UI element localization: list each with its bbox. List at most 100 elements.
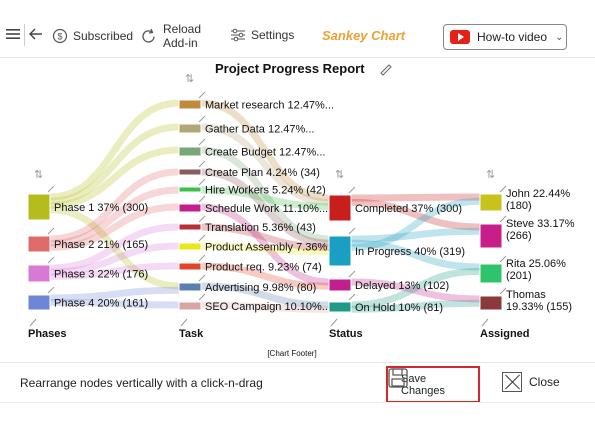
reload-addin-button[interactable]: Reload Add-in (140, 22, 201, 50)
stage-grip-icon[interactable] (29, 318, 37, 327)
node-label: Thomas (506, 289, 546, 301)
node-label: Create Plan 4.24% (34) (205, 167, 320, 179)
sliders-icon (231, 28, 245, 42)
edit-title-icon[interactable] (380, 64, 392, 76)
sankey-flow (49, 242, 180, 276)
sankey-flow (49, 223, 180, 272)
node-label: Market research 12.47%... (205, 100, 334, 112)
sankey-node[interactable] (328, 194, 352, 222)
brand-title: Sankey Chart (322, 28, 406, 43)
resize-grip-icon[interactable] (47, 286, 55, 294)
sankey-node[interactable] (178, 123, 202, 134)
sort-updown-icon[interactable]: ⇅ (335, 168, 344, 181)
howto-video-button[interactable]: How-to video ⌄ (443, 24, 567, 50)
resize-grip-icon[interactable] (198, 115, 206, 123)
sankey-flow (200, 203, 330, 286)
sankey-flow (49, 146, 180, 209)
sankey-node[interactable] (178, 203, 202, 213)
node-label: Hire Workers 5.24% (42) (205, 185, 326, 197)
sankey-node[interactable] (328, 301, 352, 313)
sankey-node[interactable] (479, 223, 503, 249)
stage-grip-icon[interactable] (481, 318, 489, 327)
stage-label: Assigned (480, 328, 530, 340)
sankey-flow (350, 278, 481, 303)
sankey-node[interactable] (328, 278, 352, 292)
resize-grip-icon[interactable] (198, 91, 206, 99)
node-label: Translation 5.36% (43) (205, 222, 316, 234)
node-label: In Progress 40% (319) (355, 246, 465, 258)
sort-updown-icon[interactable]: ⇅ (34, 168, 43, 181)
resize-grip-icon[interactable] (348, 227, 356, 235)
sankey-flow (200, 99, 330, 202)
sankey-node[interactable] (178, 282, 202, 292)
youtube-icon (450, 30, 470, 44)
settings-button[interactable]: Settings (230, 28, 294, 42)
sankey-flow (49, 123, 180, 205)
resize-grip-icon[interactable] (47, 256, 55, 264)
sankey-node[interactable] (178, 223, 202, 231)
resize-grip-icon[interactable] (47, 227, 55, 235)
sankey-node[interactable] (27, 235, 51, 253)
save-label-line2: Changes (401, 384, 446, 397)
node-label: Phase 1 37% (300) (54, 202, 148, 214)
sankey-node[interactable] (178, 146, 202, 157)
resize-grip-icon[interactable] (499, 255, 507, 263)
node-label: Gather Data 12.47%... (205, 124, 314, 136)
sankey-node[interactable] (178, 301, 202, 311)
sankey-node[interactable] (479, 295, 503, 311)
resize-grip-icon[interactable] (198, 178, 206, 186)
node-label: Phase 3 22% (176) (54, 269, 148, 281)
sankey-flow (200, 186, 330, 210)
stage-grip-icon[interactable] (330, 318, 338, 327)
resize-grip-icon[interactable] (198, 195, 206, 203)
subscribed-label: Subscribed (73, 29, 134, 43)
resize-grip-icon[interactable] (198, 160, 206, 168)
resize-grip-icon[interactable] (198, 293, 206, 301)
sankey-node[interactable] (178, 168, 202, 176)
sankey-flow (49, 262, 180, 280)
sankey-node[interactable] (178, 242, 202, 251)
stage-grip-icon[interactable] (180, 318, 188, 327)
resize-grip-icon[interactable] (198, 138, 206, 146)
sankey-node[interactable] (178, 262, 202, 271)
resize-grip-icon[interactable] (198, 215, 206, 223)
sankey-node[interactable] (178, 186, 202, 193)
resize-grip-icon[interactable] (348, 186, 356, 194)
sankey-node[interactable] (479, 193, 503, 212)
node-label: (201) (506, 270, 532, 282)
sankey-node[interactable] (27, 264, 51, 283)
sankey-flow (49, 206, 180, 290)
resize-grip-icon[interactable] (198, 274, 206, 282)
resize-grip-icon[interactable] (348, 293, 356, 301)
sort-updown-icon[interactable]: ⇅ (486, 168, 495, 181)
sankey-node[interactable] (27, 193, 51, 221)
rearrange-hint: Rearrange nodes vertically with a click-… (20, 376, 263, 390)
resize-grip-icon[interactable] (348, 270, 356, 278)
resize-grip-icon[interactable] (499, 215, 507, 223)
node-label: Rita 25.06% (506, 258, 566, 270)
save-changes-button[interactable]: Save Changes (386, 366, 480, 403)
stage-label: Status (329, 328, 363, 340)
sankey-flow (49, 203, 180, 251)
resize-grip-icon[interactable] (47, 185, 55, 193)
sankey-flow (350, 193, 481, 202)
sankey-node[interactable] (178, 99, 202, 110)
menu-icon[interactable] (6, 28, 20, 40)
sort-updown-icon[interactable]: ⇅ (185, 72, 194, 85)
sankey-node[interactable] (328, 235, 352, 267)
resize-grip-icon[interactable] (198, 254, 206, 262)
reload-label-line1: Reload (163, 22, 202, 36)
node-label: Steve 33.17% (506, 218, 575, 230)
resize-grip-icon[interactable] (198, 234, 206, 242)
back-arrow-icon[interactable] (29, 28, 43, 40)
subscribed-button[interactable]: $ Subscribed (52, 28, 133, 44)
close-button[interactable]: Close (502, 372, 560, 392)
sankey-node[interactable] (27, 294, 51, 311)
resize-grip-icon[interactable] (499, 185, 507, 193)
node-label: Advertising 9.98% (80) (205, 282, 316, 294)
resize-grip-icon[interactable] (499, 287, 507, 295)
node-label: 19.33% (155) (506, 301, 572, 313)
sankey-node[interactable] (479, 263, 503, 284)
close-label: Close (529, 375, 560, 389)
sankey-flow (350, 227, 481, 243)
